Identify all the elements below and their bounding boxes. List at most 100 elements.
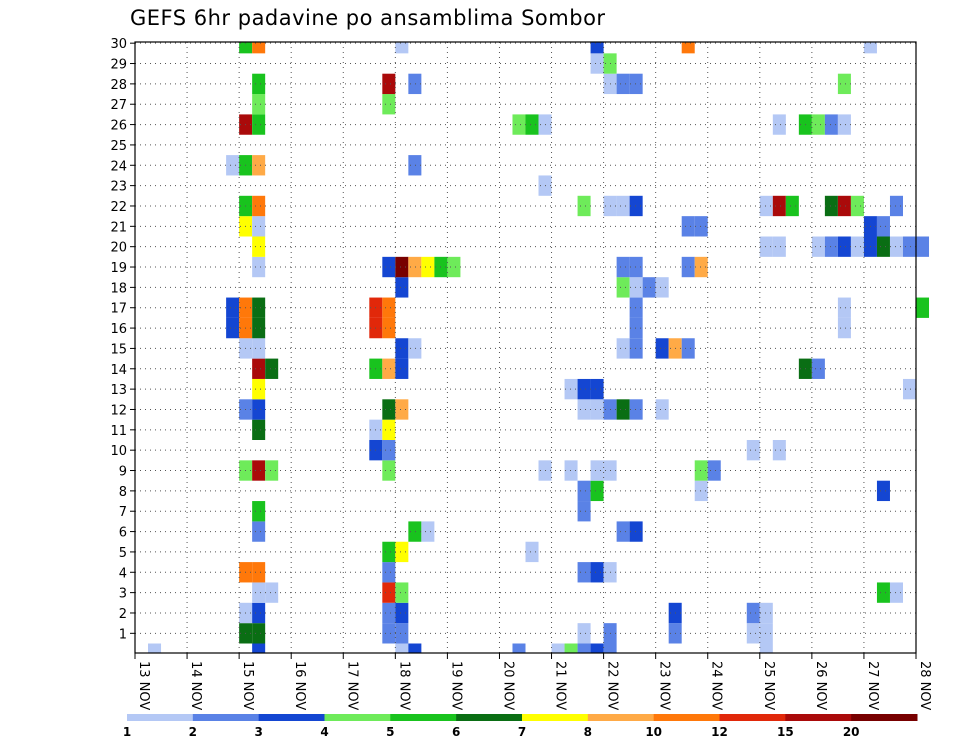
precip-cell [382,562,396,583]
colorbar-swatch [851,714,918,721]
precip-cell [226,297,240,318]
precip-cell [395,541,409,563]
precip-cell [629,399,643,420]
precip-cell [577,480,591,502]
y-tick-label: 20 [110,241,127,256]
precip-cell [876,480,890,502]
x-tick-label: 16 NOV [292,661,307,710]
y-tick-label: 7 [119,505,127,520]
y-tick-label: 9 [119,465,127,480]
precip-cell [577,399,591,420]
precip-cell [916,236,930,257]
y-tick-label: 4 [119,566,127,581]
colorbar-swatch [390,714,457,721]
precip-cell [863,42,877,54]
x-axis: 13 NOV 14 NOV 15 NOV 16 NOV 17 NOV 18 NOV 19 N… [134,653,932,710]
precip-cell [772,440,786,461]
precip-cell [629,277,643,298]
y-tick-label: 23 [110,180,127,195]
x-tick-label: 13 NOV [136,661,151,710]
y-tick-label: 11 [110,424,127,439]
precip-cell [252,501,266,522]
y-tick-label: 26 [110,119,127,134]
precip-cell [655,338,669,359]
precip-cell [382,94,396,115]
precip-cell [252,317,266,339]
precip-cell [252,155,266,176]
precip-cell [694,460,708,481]
precip-cell [382,358,396,379]
precip-cell [252,94,266,115]
precip-cell [421,521,435,542]
precip-cell [694,480,708,502]
precip-cell [252,236,266,257]
precip-cell [512,643,526,653]
precip-cell [629,256,643,278]
chart-title: GEFS 6hr padavine po ansamblima Sombor [130,6,606,30]
precip-cell [694,256,708,278]
colorbar-label: 12 [711,725,728,739]
x-tick-label: 22 NOV [605,661,620,710]
precip-cell [226,155,240,176]
precip-cell [837,317,851,339]
y-tick-label: 6 [119,526,127,541]
colorbar-swatch [785,714,852,721]
precip-cell [759,602,773,624]
precip-cell [226,317,240,339]
y-tick-label: 28 [110,78,127,93]
precip-cell [252,195,266,217]
precip-cell [603,643,617,653]
precip-cell [265,582,279,603]
precip-cell [395,623,409,644]
precip-cell [577,378,591,400]
precip-cell [746,623,760,644]
precip-cell [252,419,266,440]
precip-cell [629,521,643,542]
precip-cell [616,277,630,298]
y-tick-label: 15 [110,342,127,357]
colorbar-swatch [192,714,260,721]
precip-cell [577,623,591,644]
colorbar-label: 6 [452,725,460,739]
precip-cell [759,643,773,653]
precip-cell [525,541,539,563]
y-tick-label: 18 [110,281,127,296]
precip-cell [590,480,604,502]
precip-cell [265,358,279,379]
y-tick-label: 8 [119,485,127,500]
precip-cell [395,582,409,603]
precip-cell [577,501,591,522]
precip-cell [395,338,409,359]
colorbar-swatch [456,714,523,721]
precip-cell [252,297,266,318]
precip-cell [746,602,760,624]
precip-cell [811,358,825,379]
x-tick-label: 20 NOV [500,661,515,710]
precip-cell [824,195,838,217]
precip-cell [876,236,890,257]
colorbar-label: 4 [320,725,328,739]
precip-cell [590,399,604,420]
precip-cell [590,53,604,74]
precip-cell [876,216,890,237]
x-tick-label: 26 NOV [813,661,828,710]
x-tick-label: 25 NOV [761,661,776,710]
precip-cell [616,195,630,217]
precip-cell [837,236,851,257]
precip-cell [772,195,786,217]
x-tick-label: 23 NOV [657,661,672,710]
precip-cell [694,216,708,237]
precip-cell [265,460,279,481]
colorbar-swatch [127,714,194,721]
precip-cell [408,155,422,176]
precip-cell [785,195,799,217]
precip-cell [759,236,773,257]
y-tick-label: 30 [110,37,127,52]
precip-cell [629,317,643,339]
precip-cell [681,256,695,278]
colorbar-swatch [587,714,655,721]
precip-cell [616,399,630,420]
precip-cell [759,195,773,217]
precip-cell [382,460,396,481]
